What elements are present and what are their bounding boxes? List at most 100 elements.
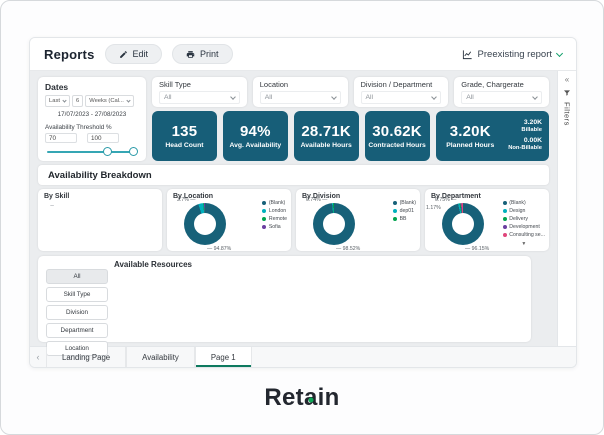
kpi-sub-value: 3.20K (523, 118, 543, 126)
logo-text-start: Ret (264, 384, 304, 411)
chevron-down-icon (555, 49, 564, 57)
tab-nav-left-icon[interactable]: ‹ (36, 352, 40, 362)
tab-availability[interactable]: Availability (126, 347, 195, 367)
edit-button-label: Edit (132, 49, 149, 59)
kpi-main: 94% Avg. Availability (223, 123, 288, 149)
legend-dot-icon (262, 225, 267, 229)
legend-more-icon[interactable]: ▼ (521, 241, 527, 247)
legend-item-bb: BB (393, 216, 416, 222)
available-resources-card: Available Resources All Skill Type Divisio… (38, 256, 531, 356)
legend-dot-icon (393, 201, 398, 205)
print-button[interactable]: Print (172, 44, 233, 64)
filter-slicers-row: Skill Type All Location All Division / Depar… (152, 77, 549, 107)
data-label: 3.7% — (177, 197, 196, 203)
legend-label: (Blank) (268, 200, 286, 206)
filter-label: Skill Type (159, 80, 191, 89)
threshold-min-input[interactable]: 70 (45, 133, 77, 143)
filter-slicer-division-department: Division / Department All (353, 77, 449, 107)
kpi-label: Head Count (165, 142, 204, 149)
filter-value: All (164, 94, 172, 101)
kpi-value: 30.62K (372, 123, 422, 140)
resource-filter-department[interactable]: Department (46, 323, 108, 338)
kpi-sub-label: Billable (521, 126, 543, 133)
kpi-value: 28.71K (301, 123, 351, 140)
edit-button[interactable]: Edit (104, 44, 163, 64)
print-button-label: Print (200, 49, 219, 59)
slider-track (47, 151, 137, 153)
legend-dot-icon (262, 217, 267, 221)
date-range-value-input[interactable]: 6 (71, 95, 84, 107)
legend-dot-icon (502, 201, 507, 205)
logo-text-end: in (317, 384, 340, 411)
dates-title: Dates (45, 82, 69, 92)
tab-landing-page[interactable]: Landing Page (46, 347, 127, 367)
filter-value: All (365, 94, 374, 101)
kpi-row: 135 Head Count 94% Avg. Availability 28.71K A… (152, 111, 550, 161)
filter-value: All (466, 94, 474, 101)
legend-item-remote: Remote (262, 216, 287, 222)
logo-letter-a: a (304, 384, 318, 412)
legend-item-blank: (Blank) (393, 200, 416, 206)
filter-select-grade-chargerate[interactable]: All (461, 91, 542, 104)
data-label: — 96.15% (465, 246, 490, 251)
filter-select-location[interactable]: All (259, 91, 341, 104)
kpi-sub-value: 0.00K (523, 136, 543, 144)
legend-dot-icon (262, 201, 267, 205)
chart-legend: (Blank) dep01 BB (393, 200, 416, 222)
kpi-value: 135 (171, 123, 198, 140)
chevron-down-icon (532, 93, 538, 100)
kpi-main: 3.20K Planned Hours (436, 123, 506, 149)
legend-item-dep01: dep01 (393, 208, 416, 214)
legend-dot-icon (502, 209, 507, 213)
report-selector[interactable]: Preexisting report (462, 49, 564, 60)
legend-label: Remote (268, 216, 287, 222)
date-range-type-value: Last (49, 98, 60, 104)
line-chart-icon (462, 49, 473, 60)
tab-items: Landing Page Availability Page 1 (46, 347, 252, 367)
date-range-value: 6 (75, 98, 80, 104)
chart-legend: (Blank) Design Delivery Development Consulti… (502, 200, 545, 247)
resource-filter-all[interactable]: All (46, 269, 108, 284)
kpi-main: 28.71K Available Hours (294, 123, 359, 149)
filter-select-division-department[interactable]: All (360, 91, 442, 104)
availability-breakdown-header: Availability Breakdown (38, 165, 549, 185)
slider-handle-min[interactable] (103, 147, 112, 156)
legend-dot-icon (393, 209, 398, 213)
legend-label: Development (509, 224, 540, 230)
filter-label: Division / Department (360, 80, 433, 89)
kpi-label: Planned Hours (446, 142, 495, 149)
chevron-down-icon (330, 93, 337, 100)
dates-slicer: Dates Last 6 Weeks (Cal... 17/07/2023 - … (38, 77, 146, 161)
printer-icon (186, 50, 195, 59)
data-label: — 98.52% (336, 246, 361, 251)
legend-item-blank: (Blank) (262, 200, 287, 206)
resource-filter-division[interactable]: Division (46, 305, 108, 320)
pencil-icon (119, 50, 128, 59)
chart-by-division: By Division 0.74% — — 98.52% (Blank) dep01 BB (296, 189, 420, 251)
logo-letter: a (304, 384, 318, 411)
legend-item-consulting-se: Consulting se... (502, 232, 545, 238)
kpi-card-avg-availability: 94% Avg. Availability (222, 111, 288, 161)
page-tab-bar: ‹ Landing Page Availability Page 1 (30, 346, 576, 367)
resource-filter-skill-type[interactable]: Skill Type (46, 287, 108, 302)
charts-row: By Skill ~ By Location 3.7% — — 94.87% (Blank… (38, 189, 549, 251)
kpi-sub-label: Non-Billable (508, 144, 543, 151)
date-range-type-select[interactable]: Last (45, 95, 70, 107)
legend-dot-icon (262, 209, 267, 213)
chart-by-location: By Location 3.7% — — 94.87% (Blank) London Re… (167, 189, 291, 251)
page-title: Reports (44, 46, 95, 62)
funnel-icon[interactable] (563, 89, 571, 97)
filter-select-skill-type[interactable]: All (159, 91, 240, 104)
threshold-max-input[interactable]: 100 (87, 133, 119, 143)
collapse-filters-icon[interactable]: « (564, 75, 570, 84)
threshold-slider (45, 146, 139, 158)
legend-label: London (268, 208, 287, 214)
filter-slicer-location: Location All (252, 77, 348, 107)
date-range-unit-select[interactable]: Weeks (Cal... (85, 95, 134, 107)
slider-handle-max[interactable] (129, 147, 138, 156)
donut-chart (184, 203, 226, 245)
tab-page-1[interactable]: Page 1 (194, 347, 252, 367)
report-header: Reports Edit Print Preexisting report (30, 38, 576, 70)
legend-label: (Blank) (509, 200, 526, 206)
